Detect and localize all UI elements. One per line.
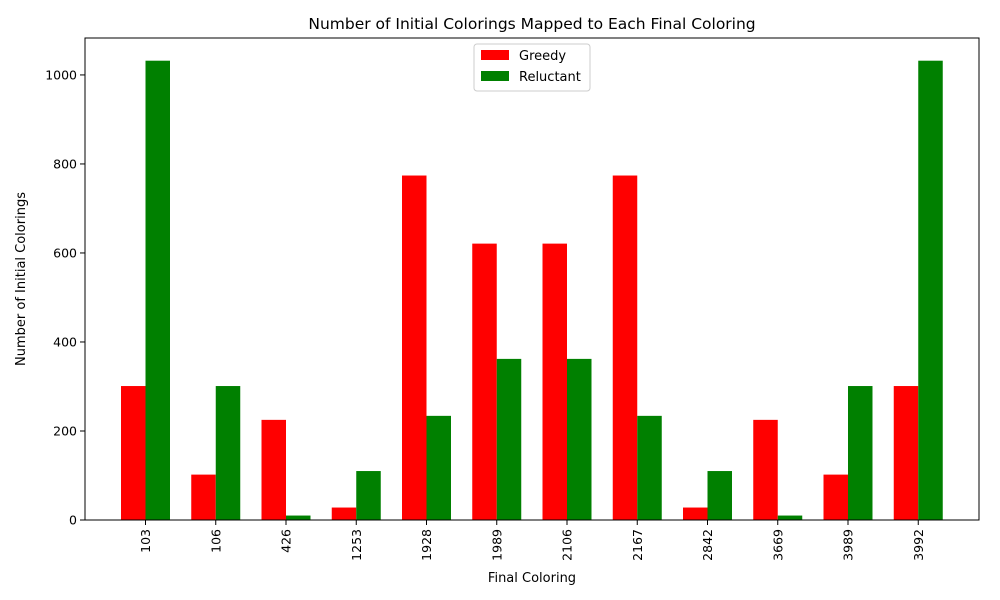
x-tick-label: 106 xyxy=(208,529,223,553)
y-axis-label: Number of Initial Colorings xyxy=(14,192,29,366)
x-axis-label: Final Coloring xyxy=(488,571,576,586)
x-tick-label: 103 xyxy=(138,529,153,553)
x-tick-label: 426 xyxy=(279,529,294,553)
bar-greedy-1253 xyxy=(331,507,357,520)
bar-greedy-3992 xyxy=(893,386,919,520)
bar-greedy-2106 xyxy=(542,243,567,520)
bar-greedy-3989 xyxy=(823,474,848,520)
bar-reluctant-1928 xyxy=(426,415,451,520)
y-tick-label: 0 xyxy=(69,513,77,528)
bar-reluctant-2842 xyxy=(707,471,732,520)
bar-greedy-103 xyxy=(121,386,146,520)
bars-group xyxy=(121,60,943,520)
x-tick-label: 1253 xyxy=(349,529,364,561)
legend-label-greedy: Greedy xyxy=(519,49,566,64)
x-tick-label: 1989 xyxy=(489,529,504,561)
bar-greedy-2167 xyxy=(612,175,638,520)
plot-frame xyxy=(84,37,980,521)
x-tick-label: 3989 xyxy=(841,529,856,561)
y-axis: 0 200 400 600 800 1000 xyxy=(45,67,85,528)
y-tick-label: 1000 xyxy=(45,67,77,82)
y-tick-label: 400 xyxy=(53,334,77,349)
y-tick-label: 200 xyxy=(53,423,77,438)
bar-greedy-1989 xyxy=(472,243,497,520)
chart-title: Number of Initial Colorings Mapped to Ea… xyxy=(308,15,755,33)
bar-greedy-2842 xyxy=(683,507,708,520)
x-tick-label: 2167 xyxy=(630,529,645,561)
bar-reluctant-3992 xyxy=(918,60,943,520)
legend-label-reluctant: Reluctant xyxy=(519,70,581,85)
bar-greedy-1928 xyxy=(402,175,427,520)
legend-swatch-reluctant xyxy=(481,71,509,81)
x-tick-label: 3669 xyxy=(770,529,785,561)
y-tick-label: 800 xyxy=(53,156,77,171)
bar-reluctant-1253 xyxy=(356,471,381,520)
bar-greedy-426 xyxy=(261,419,286,520)
legend: Greedy Reluctant xyxy=(473,43,591,92)
bar-reluctant-106 xyxy=(215,386,241,520)
bar-reluctant-1989 xyxy=(496,358,522,520)
bar-reluctant-3669 xyxy=(777,515,803,520)
y-tick-label: 600 xyxy=(53,245,77,260)
bar-reluctant-2106 xyxy=(567,358,592,520)
x-tick-label: 1928 xyxy=(419,529,434,561)
bar-greedy-3669 xyxy=(753,419,778,520)
bar-reluctant-103 xyxy=(145,60,170,520)
bar-reluctant-2167 xyxy=(637,415,662,520)
x-tick-label: 2106 xyxy=(560,529,575,561)
x-axis: 103 106 426 1253 1928 1989 2106 2167 2842 3669 398… xyxy=(138,520,926,561)
bar-reluctant-426 xyxy=(286,515,311,520)
legend-swatch-greedy xyxy=(481,50,509,60)
bar-greedy-106 xyxy=(191,474,216,520)
x-tick-label: 3992 xyxy=(911,529,926,561)
x-tick-label: 2842 xyxy=(700,529,715,561)
bar-reluctant-3989 xyxy=(848,386,873,520)
